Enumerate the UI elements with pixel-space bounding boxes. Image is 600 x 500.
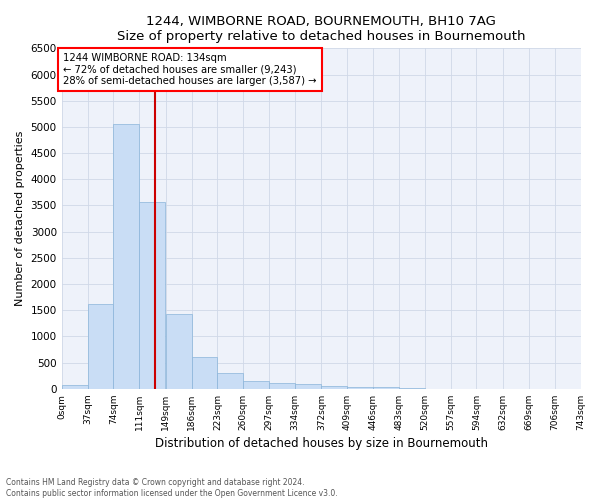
Bar: [139, 202, 165, 389]
Title: 1244, WIMBORNE ROAD, BOURNEMOUTH, BH10 7AG
Size of property relative to detached: 1244, WIMBORNE ROAD, BOURNEMOUTH, BH10 7…: [117, 15, 526, 43]
Bar: [88, 304, 113, 389]
Bar: [373, 386, 399, 389]
Text: 1244 WIMBORNE ROAD: 134sqm
← 72% of detached houses are smaller (9,243)
28% of s: 1244 WIMBORNE ROAD: 134sqm ← 72% of deta…: [63, 52, 317, 86]
Bar: [166, 314, 191, 389]
Bar: [347, 387, 373, 389]
Bar: [191, 358, 217, 389]
Text: Contains HM Land Registry data © Crown copyright and database right 2024.
Contai: Contains HM Land Registry data © Crown c…: [6, 478, 338, 498]
Bar: [62, 385, 88, 389]
Bar: [113, 124, 139, 389]
Bar: [217, 372, 243, 389]
Bar: [322, 386, 347, 389]
Bar: [295, 384, 321, 389]
Y-axis label: Number of detached properties: Number of detached properties: [15, 131, 25, 306]
Bar: [243, 380, 269, 389]
Bar: [269, 382, 295, 389]
Bar: [399, 388, 425, 389]
X-axis label: Distribution of detached houses by size in Bournemouth: Distribution of detached houses by size …: [155, 437, 488, 450]
